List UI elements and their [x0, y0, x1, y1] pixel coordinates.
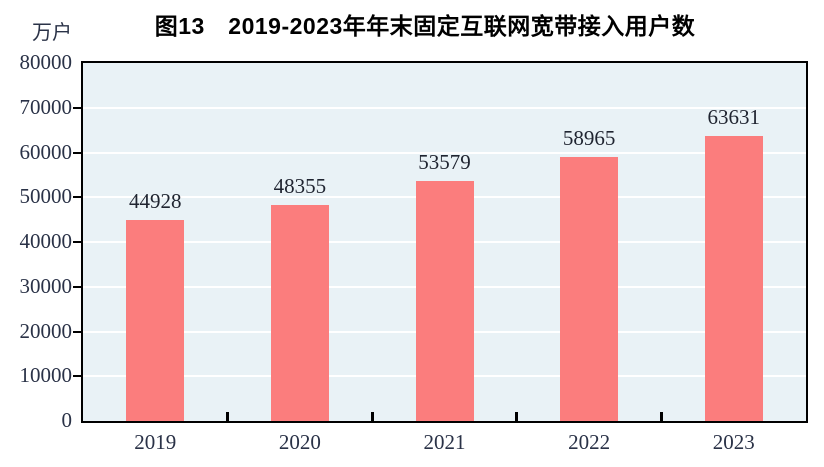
y-axis-label-80000: 80000	[19, 50, 73, 74]
x-axis-tick-3	[515, 412, 519, 421]
bar-value-label-2019: 44928	[129, 188, 182, 213]
x-axis-label-2020: 2020	[278, 430, 321, 454]
x-axis-tick-2	[370, 412, 374, 421]
y-axis-tick-50000	[73, 196, 81, 199]
y-axis-tick-20000	[73, 330, 81, 333]
y-axis-label-30000: 30000	[19, 273, 73, 298]
y-axis-label-70000: 70000	[19, 94, 73, 119]
bar-value-label-2022: 58965	[562, 126, 616, 151]
y-axis-tick-60000	[73, 151, 81, 154]
x-axis-label-2021: 2021	[423, 430, 466, 454]
y-axis-label-40000: 40000	[19, 229, 73, 253]
y-axis-label-0: 0	[61, 408, 73, 432]
bar-2020	[270, 204, 329, 421]
x-axis-label-2019: 2019	[134, 430, 177, 454]
bar-2023	[704, 136, 763, 421]
plot-area: 44928 48355 53579 58965 63631	[73, 61, 808, 423]
y-axis-label-10000: 10000	[19, 363, 73, 388]
y-axis-unit-label: 万户	[32, 22, 72, 44]
bar-value-label-2020: 48355	[273, 173, 327, 198]
y-axis-tick-30000	[73, 285, 81, 288]
gridline-60000	[83, 151, 806, 154]
bar-2022	[560, 157, 619, 421]
y-axis-label-50000: 50000	[19, 184, 73, 209]
y-axis-tick-10000	[73, 375, 81, 378]
gridline-70000	[83, 106, 806, 109]
y-axis-label-60000: 60000	[19, 139, 73, 164]
x-axis-tick-1	[226, 412, 230, 421]
y-axis-tick-70000	[73, 106, 81, 109]
chart-title: 图13 2019-2023年年末固定互联网宽带接入用户数	[154, 13, 696, 39]
bar-2021	[415, 181, 474, 421]
x-axis-label-2022: 2022	[568, 430, 611, 454]
x-axis-tick-4	[659, 412, 663, 421]
bar-2019	[126, 219, 185, 421]
bar-value-label-2023: 63631	[707, 105, 760, 130]
y-axis-tick-40000	[73, 241, 81, 243]
bar-value-label-2021: 53579	[418, 150, 471, 175]
y-axis-label-20000: 20000	[19, 318, 73, 343]
x-axis-label-2023: 2023	[712, 430, 755, 454]
